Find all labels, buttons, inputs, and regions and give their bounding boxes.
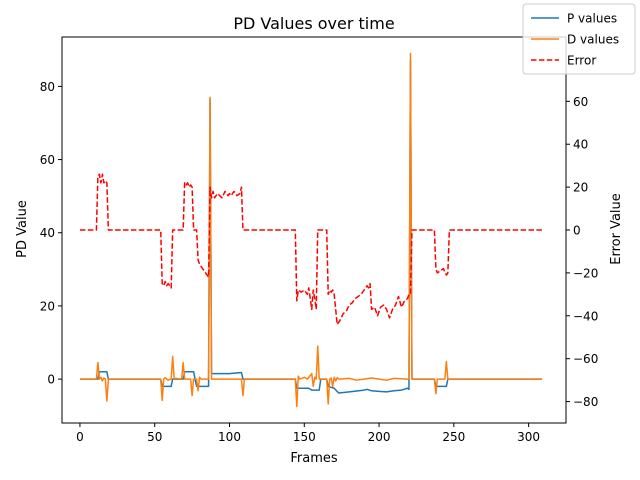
x-axis-label: Frames [290, 451, 338, 466]
x-tick-label: 0 [76, 430, 84, 444]
right-y-tick-label: 60 [573, 95, 588, 109]
axes-layer: 0 50 100 150 200 250 300 0 20 40 60 80 −80 −60 −40 −20 0… [40, 36, 598, 444]
x-tick-label: 300 [517, 430, 540, 444]
x-tick-label: 250 [442, 430, 465, 444]
y-tick-label: 40 [40, 226, 55, 240]
y-axis-label: PD Value [15, 200, 30, 258]
right-y-tick-label: 40 [573, 138, 588, 152]
y-tick-label: 80 [40, 80, 55, 94]
right-y-tick-label: −20 [573, 266, 598, 280]
right-y-tick-label: −40 [573, 309, 598, 323]
series-line-error [79, 173, 543, 326]
right-y-tick-label: −60 [573, 352, 598, 366]
legend-label: D values [567, 33, 619, 47]
y-tick-label: 20 [40, 299, 55, 313]
legend-label: P values [567, 12, 617, 26]
x-tick-label: 150 [293, 430, 316, 444]
x-tick-label: 200 [368, 430, 391, 444]
chart-title: PD Values over time [233, 14, 394, 33]
right-y-tick-label: 20 [573, 181, 588, 195]
legend-box [522, 3, 636, 75]
series-line-d-values [79, 52, 543, 408]
x-tick-label: 50 [147, 430, 162, 444]
right-y-axis-label: Error Value [609, 193, 624, 265]
series-line-p-values [79, 60, 543, 394]
y-tick-label: 60 [40, 153, 55, 167]
y-tick-label: 0 [47, 373, 55, 387]
right-y-tick-label: −80 [573, 395, 598, 409]
series-layer [79, 52, 543, 408]
right-y-tick-label: 0 [573, 224, 581, 238]
x-tick-label: 100 [218, 430, 241, 444]
legend-label: Error [567, 54, 596, 68]
legend: P values D values Error [522, 3, 636, 75]
